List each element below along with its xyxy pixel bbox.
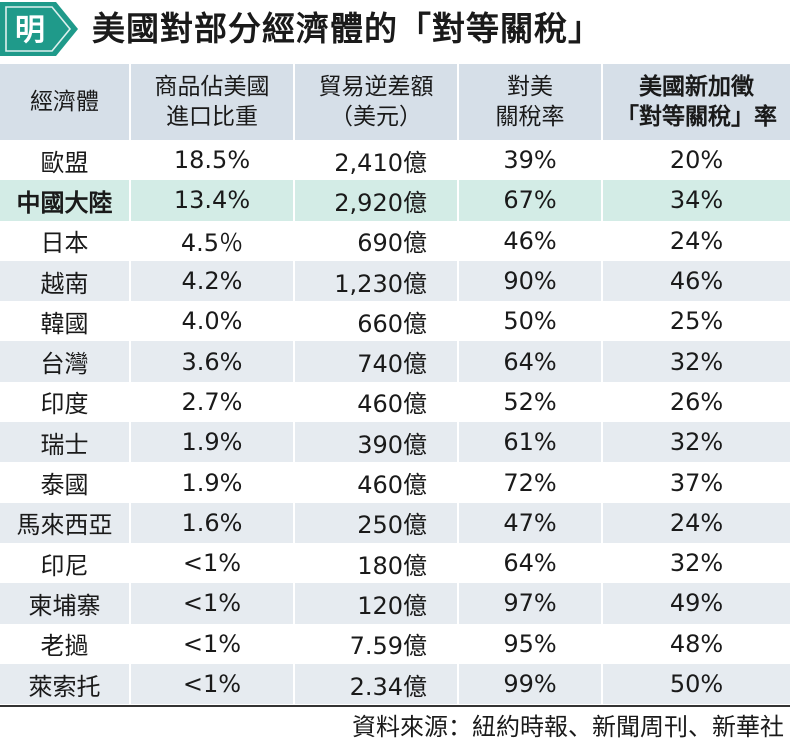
reciprocal-tariff-cell: 32% — [601, 341, 790, 382]
reciprocal-tariff-cell: 24% — [601, 220, 790, 261]
import-share-cell: 2.7% — [129, 381, 293, 423]
trade-deficit-cell: 390億 — [293, 422, 457, 463]
tariff-rate-cell: 52% — [457, 381, 601, 423]
table-row: 馬來西亞 1.6% 250億 47% 24% — [0, 502, 790, 543]
reciprocal-tariff-cell: 20% — [601, 140, 790, 181]
reciprocal-tariff-cell: 24% — [601, 502, 790, 543]
tariff-rate-cell: 97% — [457, 583, 601, 624]
table-body: 歐盟 18.5% 2,410億 39% 20% 中國大陸 13.4% 2,920億 67% 34%… — [0, 140, 790, 705]
svg-text:明: 明 — [15, 13, 45, 48]
import-share-cell: 1.9% — [129, 462, 293, 503]
import-share-cell: 1.9% — [129, 422, 293, 463]
tariff-rate-cell: 50% — [457, 301, 601, 342]
column-header-tariff-on-us: 對美 關稅率 — [457, 64, 601, 140]
column-header-reciprocal-tariff: 美國新加徵 「對等關稅」率 — [601, 64, 790, 140]
import-share-cell: <1% — [129, 623, 293, 664]
table-row: 印度 2.7% 460億 52% 26% — [0, 381, 790, 423]
trade-deficit-cell: 660億 — [293, 301, 457, 342]
tariff-rate-cell: 90% — [457, 260, 601, 302]
reciprocal-tariff-cell: 32% — [601, 542, 790, 584]
trade-deficit-cell: 7.59億 — [293, 623, 457, 664]
trade-deficit-cell: 2,920億 — [293, 180, 457, 221]
economy-cell: 台灣 — [0, 341, 129, 382]
economy-cell: 韓國 — [40, 309, 89, 338]
import-share-cell: 18.5% — [129, 140, 293, 181]
table-row: 萊索托 <1% 2.34億 99% 50% — [0, 663, 790, 705]
table-row: 泰國 1.9% 460億 72% 37% — [0, 462, 790, 503]
economy-cell: 印尼 — [40, 551, 89, 580]
trade-deficit-cell: 1,230億 — [293, 260, 457, 302]
reciprocal-tariff-cell: 37% — [601, 462, 790, 503]
reciprocal-tariff-cell: 25% — [601, 301, 790, 342]
table-row: 柬埔寨 <1% 120億 97% 49% — [0, 583, 790, 624]
import-share-cell: 4.2% — [129, 260, 293, 302]
tariff-table: 經濟體 商品佔美國 進口比重 貿易逆差額 （美元） 對美 關稅率 美國新加徵 「… — [0, 64, 790, 705]
column-header-economy: 經濟體 — [0, 64, 129, 140]
import-share-cell: 4.5％ — [129, 220, 293, 261]
import-share-cell: <1% — [129, 583, 293, 624]
economy-cell: 印度 — [40, 390, 89, 419]
tariff-rate-cell: 67% — [457, 180, 601, 221]
table-row: 老撾 <1% 7.59億 95% 48% — [0, 623, 790, 664]
tariff-rate-cell: 39% — [457, 140, 601, 181]
tariff-rate-cell: 72% — [457, 462, 601, 503]
economy-cell: 老撾 — [40, 632, 89, 661]
table-row: 韓國 4.0% 660億 50% 25% — [0, 301, 790, 342]
table-header-row: 經濟體 商品佔美國 進口比重 貿易逆差額 （美元） 對美 關稅率 美國新加徵 「… — [0, 64, 790, 140]
table-row: 歐盟 18.5% 2,410億 39% 20% — [0, 140, 790, 181]
import-share-cell: 4.0% — [129, 301, 293, 342]
economy-cell: 歐盟 — [40, 148, 89, 177]
import-share-cell: 3.6% — [129, 341, 293, 382]
table-row: 台灣 3.6% 740億 64% 32% — [0, 341, 790, 382]
economy-cell: 泰國 — [40, 471, 89, 500]
import-share-cell: 1.6% — [129, 502, 293, 543]
trade-deficit-cell: 2,410億 — [293, 140, 457, 181]
column-header-import-share: 商品佔美國 進口比重 — [129, 64, 293, 140]
economy-cell: 越南 — [0, 260, 129, 302]
header: 明 美國對部分經濟體的「對等關稅」 — [0, 0, 790, 58]
trade-deficit-cell: 250億 — [293, 502, 457, 543]
table-row: 瑞士 1.9% 390億 61% 32% — [0, 422, 790, 463]
reciprocal-tariff-cell: 32% — [601, 422, 790, 463]
trade-deficit-cell: 120億 — [293, 583, 457, 624]
trade-deficit-cell: 740億 — [293, 341, 457, 382]
tariff-rate-cell: 64% — [457, 341, 601, 382]
trade-deficit-cell: 460億 — [293, 462, 457, 503]
economy-cell: 萊索托 — [0, 663, 129, 705]
tariff-rate-cell: 95% — [457, 623, 601, 664]
tariff-rate-cell: 99% — [457, 663, 601, 705]
column-header-trade-deficit: 貿易逆差額 （美元） — [293, 64, 457, 140]
reciprocal-tariff-cell: 48% — [601, 623, 790, 664]
trade-deficit-cell: 2.34億 — [293, 663, 457, 705]
trade-deficit-cell: 460億 — [293, 381, 457, 423]
table-row: 印尼 <1% 180億 64% 32% — [0, 542, 790, 584]
economy-cell: 中國大陸 — [0, 180, 129, 221]
import-share-cell: 13.4% — [129, 180, 293, 221]
table-row: 日本 4.5％ 690億 46% 24% — [0, 220, 790, 261]
trade-deficit-cell: 690億 — [293, 220, 457, 261]
reciprocal-tariff-cell: 34% — [601, 180, 790, 221]
economy-cell: 馬來西亞 — [0, 502, 129, 543]
ming-pao-logo-icon: 明 — [0, 2, 78, 56]
source-note: 資料來源：紐約時報、新聞周刊、新華社 — [0, 705, 790, 746]
tariff-rate-cell: 64% — [457, 542, 601, 584]
trade-deficit-cell: 180億 — [293, 542, 457, 584]
page-title: 美國對部分經濟體的「對等關稅」 — [92, 9, 602, 48]
table-row: 中國大陸 13.4% 2,920億 67% 34% — [0, 180, 790, 221]
economy-cell: 日本 — [40, 229, 89, 258]
reciprocal-tariff-cell: 50% — [601, 663, 790, 705]
tariff-rate-cell: 61% — [457, 422, 601, 463]
economy-cell: 瑞士 — [0, 422, 129, 463]
import-share-cell: <1% — [129, 542, 293, 584]
reciprocal-tariff-cell: 46% — [601, 260, 790, 302]
tariff-rate-cell: 47% — [457, 502, 601, 543]
reciprocal-tariff-cell: 49% — [601, 583, 790, 624]
table-row: 越南 4.2% 1,230億 90% 46% — [0, 260, 790, 302]
economy-cell: 柬埔寨 — [0, 583, 129, 624]
reciprocal-tariff-cell: 26% — [601, 381, 790, 423]
import-share-cell: <1% — [129, 663, 293, 705]
tariff-rate-cell: 46% — [457, 220, 601, 261]
